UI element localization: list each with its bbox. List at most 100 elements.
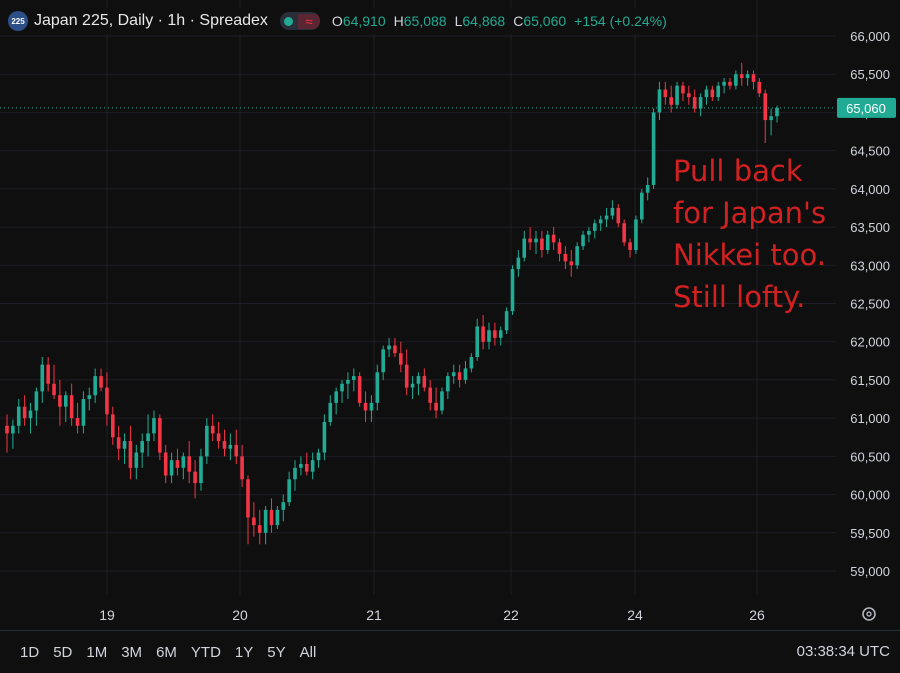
candle: [399, 341, 403, 373]
candle: [287, 471, 291, 507]
candle: [628, 238, 632, 258]
range-6m-button[interactable]: 6M: [156, 643, 177, 661]
range-1y-button[interactable]: 1Y: [234, 643, 254, 661]
candle: [569, 250, 574, 277]
status-indicator[interactable]: ≈: [279, 12, 320, 30]
candle: [169, 452, 174, 484]
candle: [269, 498, 274, 533]
ohlc-low: L64,868: [454, 13, 506, 29]
candle: [745, 70, 750, 86]
candle: [592, 219, 597, 239]
candle: [493, 322, 497, 346]
candle: [275, 506, 280, 529]
candle: [281, 494, 286, 522]
candle: [22, 395, 27, 426]
time-tick-label: 20: [232, 607, 248, 623]
time-tick-label: 26: [749, 607, 765, 623]
candle: [704, 85, 709, 105]
candle: [557, 238, 562, 262]
candle: [687, 85, 691, 105]
price-chart[interactable]: 59,000 59,500 60,000 60,500 61,000 61,500 62,0…: [0, 0, 900, 630]
candle: [698, 93, 703, 117]
candle: [75, 402, 80, 434]
candle: [58, 379, 62, 426]
candle: [516, 250, 521, 277]
range-1d-button[interactable]: 1D: [20, 643, 40, 661]
candle: [481, 314, 485, 350]
candle: [316, 448, 321, 468]
annotation-line: Pull back: [673, 154, 803, 188]
time-tick-label: 19: [99, 607, 115, 623]
candle: [498, 326, 503, 346]
time-tick-label: 21: [366, 607, 382, 623]
candle: [440, 387, 444, 415]
candle: [545, 230, 550, 254]
candle: [457, 364, 462, 388]
ohlc-open: O64,910: [331, 13, 386, 29]
chart-legend-header: 225 Japan 225, Daily · 1h · Spreadex ≈ O…: [6, 8, 673, 34]
candle: [769, 108, 773, 136]
chart-settings-icon[interactable]: [858, 603, 880, 625]
candle: [716, 81, 721, 101]
candle: [16, 399, 21, 434]
candle: [322, 414, 327, 461]
ohlc-values: O64,910 H65,088 L64,868 C65,060 +154 (+0…: [332, 13, 667, 29]
symbol-badge[interactable]: 225: [8, 11, 28, 31]
candle: [257, 509, 262, 545]
candle: [722, 78, 726, 94]
range-3m-button[interactable]: 3M: [121, 643, 143, 661]
candle: [357, 372, 362, 407]
chart-text-annotation[interactable]: Pull back for Japan's Nikkei too. Still …: [673, 150, 826, 318]
price-tick-label: 64,500: [850, 144, 890, 159]
candle: [522, 230, 527, 262]
candle: [63, 391, 68, 422]
last-price-label-bg: [837, 97, 896, 118]
range-5d-button[interactable]: 5D: [53, 643, 73, 661]
price-tick-label: 66,000: [850, 29, 890, 44]
candle: [739, 62, 744, 86]
candle: [775, 105, 779, 123]
candle: [216, 421, 221, 449]
annotation-line: Still lofty.: [673, 280, 806, 314]
ohlc-high: H65,088: [393, 13, 447, 29]
candle: [469, 353, 474, 373]
candle: [111, 406, 115, 445]
candle: [46, 357, 50, 392]
candle: [410, 376, 415, 400]
candle: [540, 230, 544, 258]
candle: [616, 204, 621, 228]
utc-clock[interactable]: 03:38:34 UTC: [796, 643, 890, 660]
symbol-title[interactable]: Japan 225, Daily · 1h · Spreadex: [34, 12, 268, 29]
candle: [604, 207, 609, 228]
candle: [11, 419, 15, 449]
candle: [205, 418, 209, 464]
candle: [234, 429, 239, 464]
last-price-label: 65,060: [846, 101, 886, 116]
time-tick-label: 24: [627, 607, 643, 623]
candle: [369, 395, 374, 422]
ohlc-close: C65,060: [513, 13, 567, 29]
candle: [334, 387, 338, 415]
candle: [422, 368, 427, 392]
candle: [81, 391, 86, 434]
range-all-button[interactable]: All: [299, 643, 317, 661]
candle: [475, 318, 480, 361]
range-1m-button[interactable]: 1M: [86, 643, 108, 661]
candle: [669, 85, 673, 113]
candle: [581, 230, 585, 250]
range-ytd-button[interactable]: YTD: [190, 643, 221, 661]
candle: [645, 177, 650, 201]
price-tick-label: 63,000: [850, 258, 890, 273]
candle: [134, 444, 139, 480]
annotation-line: Nikkei too.: [673, 238, 826, 272]
candle: [293, 460, 297, 491]
market-open-icon: [280, 16, 298, 26]
candle: [463, 360, 468, 384]
candle: [710, 85, 715, 101]
candle: [587, 227, 591, 243]
candle: [734, 70, 738, 90]
time-range-bar: 1D 5D 1M 3M 6M YTD 1Y 5Y All 03:38:34 UT…: [0, 630, 900, 673]
range-5y-button[interactable]: 5Y: [267, 643, 286, 661]
candle: [634, 215, 638, 254]
candle: [510, 265, 515, 315]
